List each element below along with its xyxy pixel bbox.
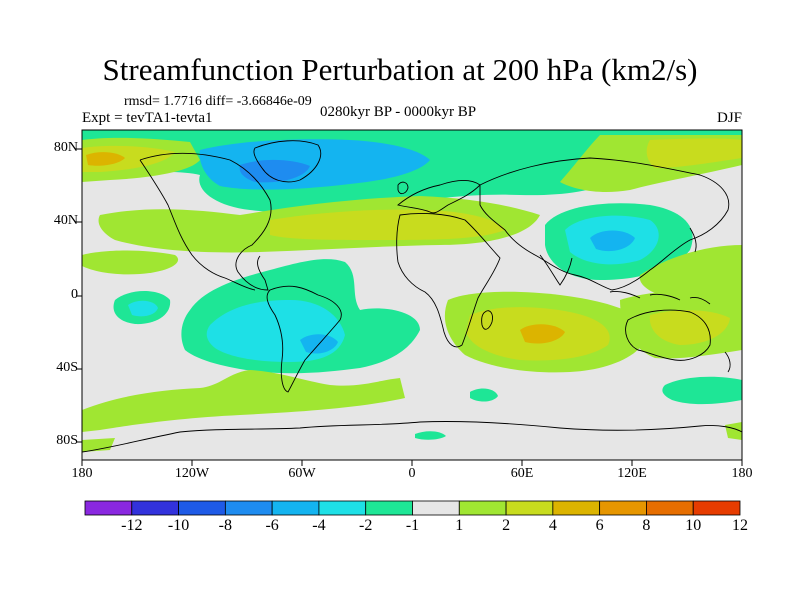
colorbar-swatch: [458, 500, 507, 516]
ylabel-80s: 80S: [56, 433, 78, 448]
coast-antarctica: [82, 421, 742, 453]
colorbar-label: -2: [359, 517, 373, 534]
chart-title: Streamfunction Perturbation at 200 hPa (…: [102, 52, 698, 87]
colorbar-swatch: [318, 500, 367, 516]
coast-greenland: [253, 140, 322, 183]
ylabel-40n: 40N: [53, 213, 78, 228]
ylabel-0: 0: [71, 287, 78, 302]
coast-maritime-islands: [609, 291, 711, 305]
contour-negative-s-atlantic-small: [470, 388, 498, 402]
period-label: 0280kyr BP - 0000kyr BP: [320, 104, 477, 120]
contour-positive-npacific-east: [639, 245, 742, 299]
ylabel-40s: 40S: [56, 360, 78, 375]
colorbar-label: 10: [685, 517, 702, 534]
contour-negative-greenland-core: [239, 159, 310, 183]
contour-field: [82, 130, 742, 460]
contour-positive-southern-belt: [82, 370, 405, 432]
coast-australia: [625, 309, 711, 361]
colorbar-swatch: [84, 500, 133, 516]
contour-negative-eastasia-max: [590, 230, 635, 252]
rmsd-diff-stats: rmsd= 1.7716 diff= -3.66846e-09: [124, 94, 312, 109]
colorbar-swatch: [271, 500, 320, 516]
xlabel-120w: 120W: [174, 466, 210, 481]
colorbar-label: -1: [405, 517, 420, 534]
xlabel-180-left: 180: [71, 466, 93, 481]
experiment-label: Expt = tevTA1-tevta1: [82, 110, 213, 126]
xlabel-60w: 60W: [288, 466, 316, 481]
ylabel-80n: 80N: [53, 140, 78, 155]
colorbar-swatch: [365, 500, 413, 516]
colorbar-label: 1: [455, 517, 464, 534]
x-axis-ticks: [81, 460, 743, 466]
colorbar-swatch: [178, 500, 226, 516]
colorbar-label: -10: [167, 517, 190, 534]
contour-positive-antarctic-edge-east: [725, 422, 742, 440]
contour-positive-sindian-max: [520, 324, 565, 344]
contour-positive-atlantic-core: [270, 209, 505, 240]
colorbar-swatch: [692, 500, 741, 516]
y-axis-ticks: [76, 148, 82, 443]
colorbar-label: 12: [732, 517, 748, 534]
coast-india: [539, 254, 573, 286]
contour-negative-spacific-west-core: [128, 300, 158, 317]
contour-positive-npacific-max: [86, 152, 125, 166]
contour-positive-hawaii: [82, 250, 179, 275]
colorbar-label: -12: [121, 517, 143, 534]
contour-positive-siberia-core: [646, 138, 742, 168]
colorbar-label: -4: [312, 517, 326, 534]
colorbar-swatch: [412, 500, 460, 516]
colorbar-label: 6: [595, 517, 604, 534]
xlabel-0: 0: [408, 466, 416, 481]
coast-asia: [479, 157, 730, 291]
colorbar-label: -6: [265, 517, 279, 534]
xlabel-60e: 60E: [510, 466, 534, 481]
colorbar-label: 8: [642, 517, 651, 534]
xlabel-120e: 120E: [617, 466, 647, 481]
coastlines: [82, 140, 742, 453]
colorbar-swatch: [552, 500, 601, 516]
colorbar-swatch: [131, 500, 179, 516]
colorbar-label: -8: [218, 517, 232, 534]
coast-madagascar: [481, 310, 493, 330]
colorbar-swatch: [505, 500, 554, 516]
colorbar-swatch: [224, 500, 273, 516]
colorbar-swatch: [599, 500, 647, 516]
xlabel-180-right: 180: [731, 466, 753, 481]
colorbar: [84, 500, 741, 516]
coast-new-zealand: [724, 351, 731, 373]
colorbar-label: 2: [502, 517, 511, 534]
coast-uk: [397, 181, 409, 195]
coast-japan: [689, 227, 697, 253]
contour-negative-se-pacific: [662, 376, 742, 405]
contour-negative-antarctic-small: [415, 431, 446, 440]
colorbar-swatch: [646, 500, 694, 516]
season-label: DJF: [716, 110, 742, 126]
coast-north-america-west: [139, 159, 256, 291]
contour-positive-antarctic-edge: [82, 438, 115, 452]
coast-north-america: [139, 152, 272, 291]
coast-south-america: [266, 285, 342, 393]
colorbar-label: 4: [548, 517, 557, 534]
coast-africa: [396, 212, 501, 348]
coast-europe: [397, 180, 481, 214]
